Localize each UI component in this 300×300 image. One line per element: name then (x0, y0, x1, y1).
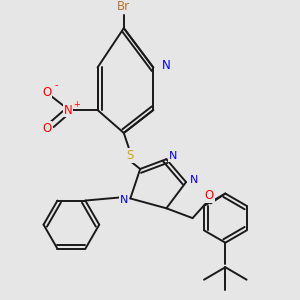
Text: N: N (162, 59, 171, 72)
Text: N: N (190, 176, 198, 185)
Text: -: - (55, 80, 58, 91)
Text: N: N (120, 195, 128, 205)
Text: N: N (169, 151, 177, 161)
Text: O: O (42, 85, 52, 98)
Text: S: S (127, 149, 134, 162)
Text: +: + (73, 100, 80, 109)
Text: N: N (64, 103, 73, 116)
Text: O: O (204, 189, 214, 202)
Text: Br: Br (117, 0, 130, 14)
Text: O: O (42, 122, 52, 134)
